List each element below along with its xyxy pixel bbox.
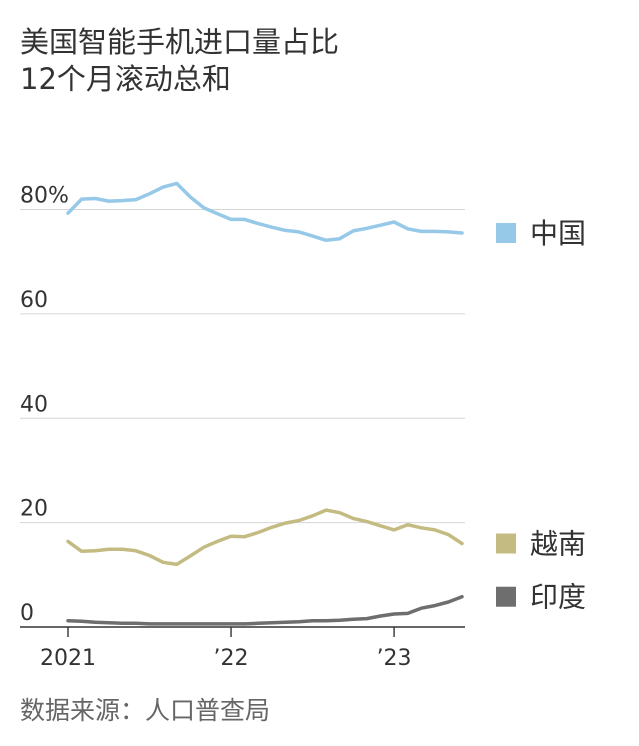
y-tick-label: 20: [20, 497, 48, 522]
x-tick-label: ’22: [214, 646, 249, 671]
y-tick-label: 60: [20, 288, 48, 313]
legend-swatch: [496, 586, 516, 607]
x-tick-label: 2021: [40, 646, 96, 671]
chart-title: 美国智能手机进口量占比 12个月滚动总和: [20, 24, 339, 98]
series-line-2: [66, 594, 464, 626]
y-tick-label: 80%: [20, 184, 69, 209]
legend-label: 印度: [530, 581, 586, 614]
series-line-0: [66, 181, 464, 243]
chart-title-line-1: 美国智能手机进口量占比: [20, 25, 340, 59]
x-tick-label: ’23: [377, 646, 412, 671]
legend-label: 越南: [530, 528, 586, 561]
y-tick-label: 40: [20, 392, 48, 417]
series-line-1: [66, 508, 464, 567]
series-lines: [66, 181, 464, 626]
legend-swatch: [496, 222, 516, 243]
legend-swatch: [496, 533, 516, 554]
chart-title-line-2: 12个月滚动总和: [20, 62, 231, 96]
legend-label: 中国: [530, 217, 586, 250]
source-note: 数据来源：人口普查局: [20, 696, 271, 725]
gridlines: [20, 209, 465, 628]
y-tick-label: 0: [20, 601, 34, 626]
